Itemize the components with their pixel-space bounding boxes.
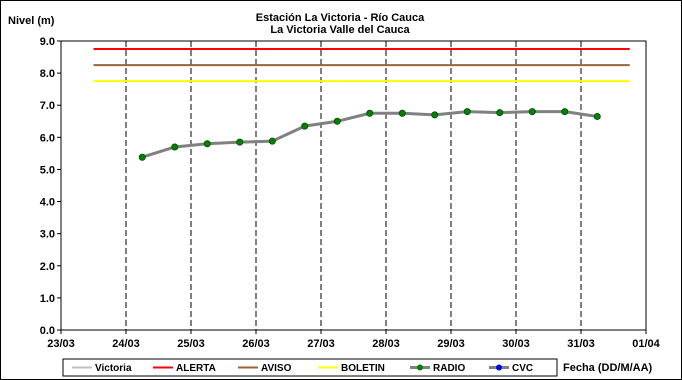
legend-marker-radio (417, 364, 423, 371)
data-point-radio (301, 122, 309, 130)
y-axis-ticks: 0.0 1.0 2.0 3.0 4.0 5.0 6.0 7.0 8.0 9.0 (40, 36, 61, 337)
y-tick-label: 3.0 (40, 229, 55, 241)
x-axis-label: Fecha (DD/M/AA) (563, 362, 653, 374)
legend-box (62, 358, 558, 377)
data-point-radio (236, 138, 244, 146)
legend-label-boletin: BOLETIN (341, 363, 385, 374)
legend-label-victoria: Victoria (95, 363, 132, 374)
data-point-radio (561, 108, 569, 116)
legend-label-alerta: ALERTA (176, 363, 216, 374)
x-tick-label: 30/03 (502, 338, 530, 350)
x-tick-label: 24/03 (112, 338, 140, 350)
data-point-radio (398, 109, 406, 117)
y-tick-label: 5.0 (40, 164, 55, 176)
data-point-radio (138, 153, 146, 161)
y-tick-label: 0.0 (40, 325, 55, 337)
y-tick-label: 6.0 (40, 132, 55, 144)
x-tick-label: 28/03 (372, 338, 400, 350)
data-point-radio (528, 108, 536, 116)
chart-subtitle: La Victoria Valle del Cauca (270, 24, 410, 36)
legend-label-aviso: AVISO (261, 363, 292, 374)
data-point-radio (366, 109, 374, 117)
data-point-radio (203, 140, 211, 148)
x-tick-label: 27/03 (307, 338, 335, 350)
grid-lines (125, 41, 582, 330)
data-point-radio (171, 143, 179, 151)
x-tick-label: 01/04 (632, 338, 660, 350)
y-tick-label: 9.0 (40, 36, 55, 48)
legend: Victoria ALERTA AVISO BOLETIN RADIO CVC (72, 363, 533, 374)
data-point-radio (593, 112, 601, 120)
legend-marker-cvc (496, 364, 502, 371)
plot-area (60, 40, 647, 331)
y-axis-label: Nivel (m) (8, 15, 55, 27)
data-point-radio (431, 111, 439, 119)
y-tick-label: 2.0 (40, 261, 55, 273)
y-tick-label: 4.0 (40, 197, 55, 209)
data-point-radio (268, 137, 276, 145)
data-point-radio (333, 117, 341, 125)
y-tick-label: 1.0 (40, 293, 55, 305)
x-tick-label: 31/03 (567, 338, 595, 350)
data-point-radio (463, 108, 471, 116)
y-tick-label: 7.0 (40, 100, 55, 112)
series-layer (93, 48, 630, 161)
data-point-radio (496, 109, 504, 117)
x-axis-ticks: 23/03 24/03 25/03 26/03 27/03 28/03 29/03 30/03… (47, 330, 661, 350)
x-tick-label: 29/03 (437, 338, 465, 350)
x-tick-label: 26/03 (242, 338, 270, 350)
x-tick-label: 23/03 (47, 338, 75, 350)
x-tick-label: 25/03 (177, 338, 205, 350)
chart-title: Estación La Victoria - Río Cauca (256, 12, 425, 24)
legend-label-cvc: CVC (512, 363, 533, 374)
legend-label-radio: RADIO (433, 363, 465, 374)
y-tick-label: 8.0 (40, 68, 55, 80)
